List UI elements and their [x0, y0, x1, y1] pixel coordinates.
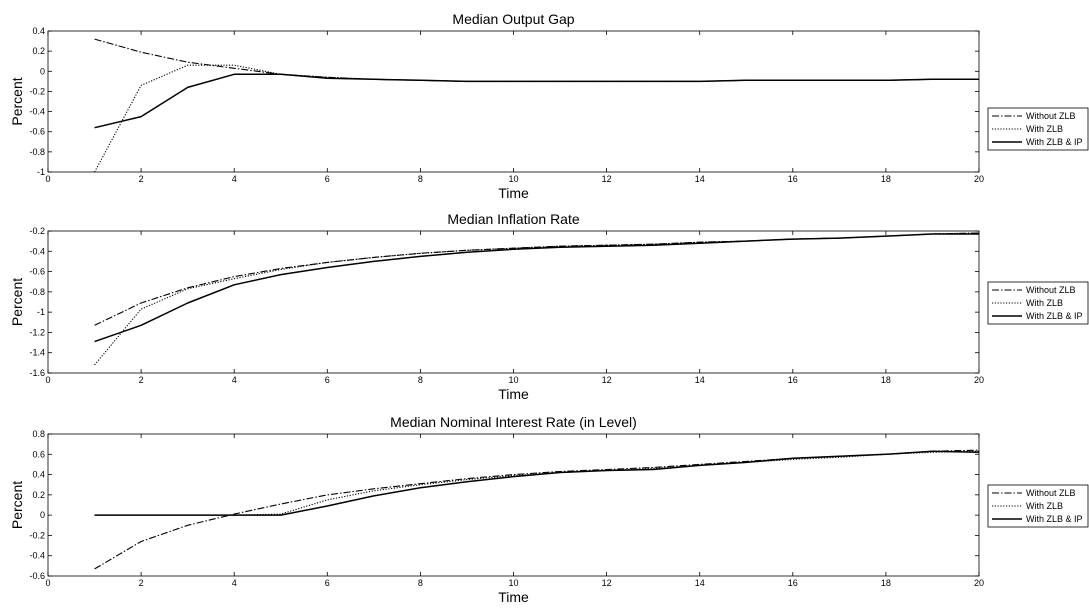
series-line-with-zlb-ip [94, 450, 980, 516]
x-tick-label: 20 [974, 578, 984, 588]
x-tick-label: 16 [788, 375, 798, 385]
x-tick-label: 6 [325, 375, 330, 385]
x-tick-label: 8 [418, 375, 423, 385]
y-tick-label: 0.8 [32, 429, 45, 439]
chart-panel-2: Median Inflation Rate 0 2 4 6 8 10 12 14 16 18 20 -1… [9, 211, 1089, 402]
y-tick-label: -0.4 [29, 107, 45, 117]
x-tick-label: 2 [139, 578, 144, 588]
y-tick-label: -0.2 [29, 530, 45, 540]
legend: Without ZLB With ZLB With ZLB & IP [987, 484, 1089, 528]
x-tick-label: 4 [232, 174, 237, 184]
legend-label: With ZLB & IP [1026, 514, 1083, 524]
y-tick-label: -0.4 [29, 551, 45, 561]
y-tick-label: 0.4 [32, 470, 45, 480]
y-tick-label: -0.6 [29, 267, 45, 277]
legend: Without ZLB With ZLB With ZLB & IP [987, 281, 1089, 325]
y-tick-label: -0.6 [29, 127, 45, 137]
y-tick-label: -0.2 [29, 226, 45, 236]
legend-label: Without ZLB [1026, 285, 1076, 295]
x-axis-label: Time [498, 185, 529, 201]
x-tick-label: 8 [418, 578, 423, 588]
y-axis-label: Percent [9, 77, 25, 125]
y-tick-label: 0 [40, 510, 45, 520]
x-tick-label: 2 [139, 174, 144, 184]
legend-box [987, 281, 1089, 325]
legend-label: Without ZLB [1026, 488, 1076, 498]
x-tick-label: 2 [139, 375, 144, 385]
chart-panel-1: Median Output Gap 0 2 4 6 8 10 12 14 16 18 20 -1 -0.8… [9, 11, 1089, 201]
x-tick-label: 4 [232, 375, 237, 385]
x-tick-label: 0 [45, 578, 50, 588]
legend-label: Without ZLB [1026, 111, 1076, 121]
x-tick-label: 4 [232, 578, 237, 588]
series-line-with-zlb-ip [94, 233, 979, 343]
legend-label: With ZLB [1026, 298, 1063, 308]
x-tick-label: 0 [45, 174, 50, 184]
x-axis-label: Time [498, 589, 529, 605]
y-tick-label: -1.6 [29, 368, 45, 378]
x-tick-label: 12 [602, 174, 612, 184]
y-tick-label: -1 [37, 167, 45, 177]
x-tick-label: 6 [325, 174, 330, 184]
y-tick-label: -0.8 [29, 147, 45, 157]
x-tick-label: 6 [325, 578, 330, 588]
x-tick-label: 14 [695, 578, 705, 588]
plot-area [47, 230, 980, 374]
chart-title: Median Output Gap [452, 11, 574, 27]
y-tick-label: 0.4 [32, 26, 45, 36]
legend-label: With ZLB [1026, 501, 1063, 511]
x-tick-label: 18 [881, 578, 891, 588]
plot-area [47, 433, 980, 577]
x-tick-label: 10 [508, 174, 518, 184]
y-axis-label: Percent [9, 481, 25, 529]
y-tick-label: -0.6 [29, 571, 45, 581]
chart-panel-3: Median Nominal Interest Rate (in Level) 0… [9, 414, 1089, 605]
series-line-with-zlb-ip [94, 73, 979, 129]
legend-label: With ZLB & IP [1026, 311, 1083, 321]
x-tick-label: 14 [695, 375, 705, 385]
x-tick-label: 0 [45, 375, 50, 385]
y-tick-label: -0.8 [29, 287, 45, 297]
x-tick-label: 16 [788, 578, 798, 588]
y-tick-label: 0.2 [32, 46, 45, 56]
chart-title: Median Nominal Interest Rate (in Level) [390, 414, 637, 430]
x-tick-label: 18 [881, 375, 891, 385]
legend-label: With ZLB [1026, 124, 1063, 134]
x-tick-label: 18 [881, 174, 891, 184]
x-axis-label: Time [498, 386, 529, 402]
x-tick-label: 10 [508, 578, 518, 588]
legend-label: With ZLB & IP [1026, 137, 1083, 147]
x-tick-label: 16 [788, 174, 798, 184]
y-tick-label: -1.4 [29, 348, 45, 358]
y-tick-label: -0.4 [29, 246, 45, 256]
x-tick-label: 12 [602, 578, 612, 588]
y-axis-label: Percent [9, 278, 25, 326]
y-tick-label: 0.6 [32, 449, 45, 459]
y-tick-label: -0.2 [29, 86, 45, 96]
y-tick-label: 0.2 [32, 490, 45, 500]
chart-title: Median Inflation Rate [447, 211, 580, 227]
x-tick-label: 14 [695, 174, 705, 184]
x-tick-label: 10 [508, 375, 518, 385]
x-tick-label: 20 [974, 375, 984, 385]
y-tick-label: -1 [37, 307, 45, 317]
legend-box [987, 484, 1089, 528]
y-tick-label: -1.2 [29, 327, 45, 337]
x-tick-label: 8 [418, 174, 423, 184]
legend-box [987, 107, 1089, 151]
x-tick-label: 12 [602, 375, 612, 385]
x-tick-label: 20 [974, 174, 984, 184]
legend: Without ZLB With ZLB With ZLB & IP [987, 107, 1089, 151]
plot-area [47, 30, 980, 173]
y-tick-label: 0 [40, 66, 45, 76]
